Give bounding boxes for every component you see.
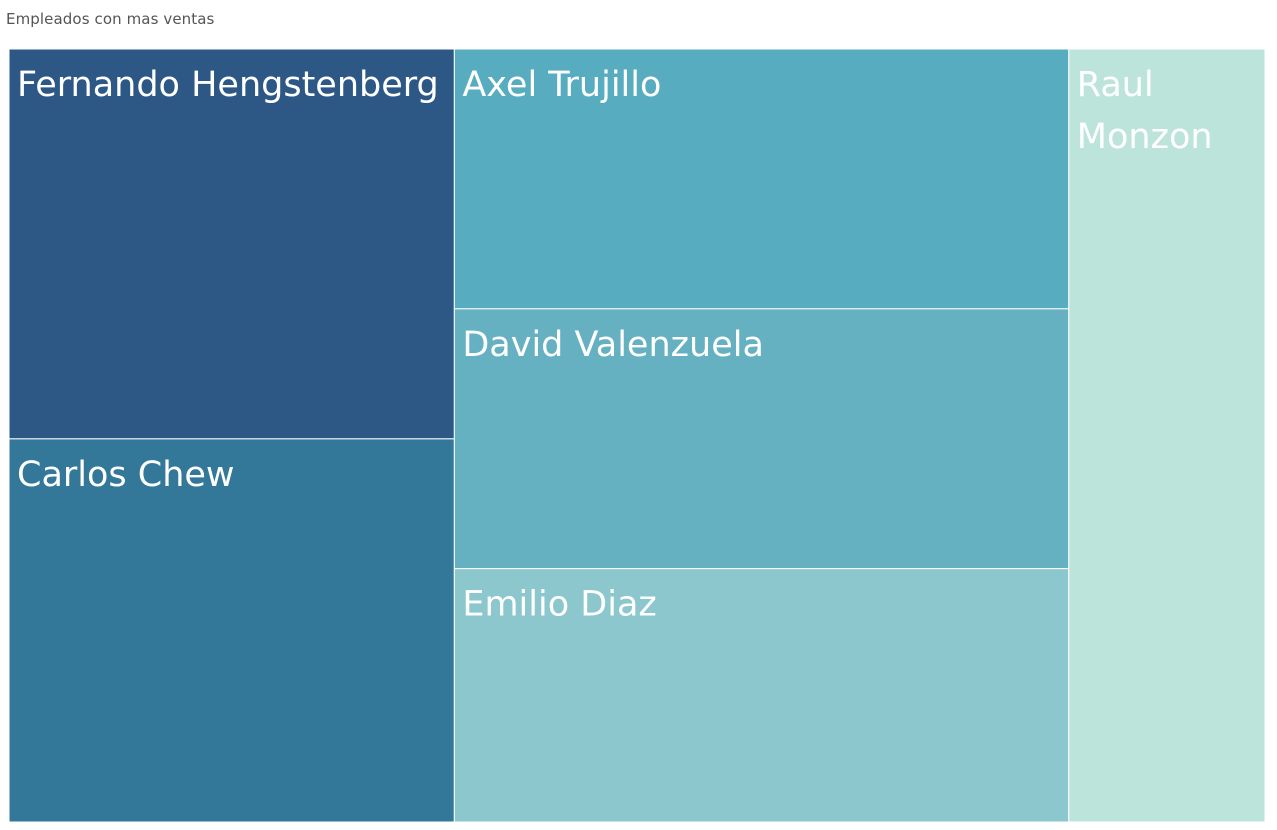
tile-label-emilio-diaz: Emilio Diaz bbox=[462, 585, 656, 625]
tile-raul-monzon[interactable]: Raul Monzon bbox=[1068, 48, 1266, 823]
tile-rect-raul-monzon[interactable] bbox=[1068, 48, 1266, 823]
tile-rect-carlos-chew[interactable] bbox=[8, 438, 455, 823]
tile-axel-trujillo[interactable]: Axel Trujillo bbox=[453, 48, 1070, 310]
tile-label-raul-monzon: Raul Monzon bbox=[1077, 65, 1213, 157]
tile-label-fernando-hengstenberg: Fernando Hengstenberg bbox=[17, 65, 439, 105]
tile-label-axel-trujillo: Axel Trujillo bbox=[462, 65, 661, 105]
tile-label-david-valenzuela: David Valenzuela bbox=[462, 325, 764, 365]
tile-label-carlos-chew: Carlos Chew bbox=[17, 455, 235, 495]
tile-fernando-hengstenberg[interactable]: Fernando Hengstenberg bbox=[8, 48, 455, 440]
tile-david-valenzuela[interactable]: David Valenzuela bbox=[453, 308, 1070, 570]
chart-title: Empleados con mas ventas bbox=[6, 10, 215, 28]
tile-rect-david-valenzuela[interactable] bbox=[453, 308, 1070, 570]
tile-rect-fernando-hengstenberg[interactable] bbox=[8, 48, 455, 440]
tile-rect-emilio-diaz[interactable] bbox=[453, 568, 1070, 823]
tile-emilio-diaz[interactable]: Emilio Diaz bbox=[453, 568, 1070, 823]
tile-carlos-chew[interactable]: Carlos Chew bbox=[8, 438, 455, 823]
